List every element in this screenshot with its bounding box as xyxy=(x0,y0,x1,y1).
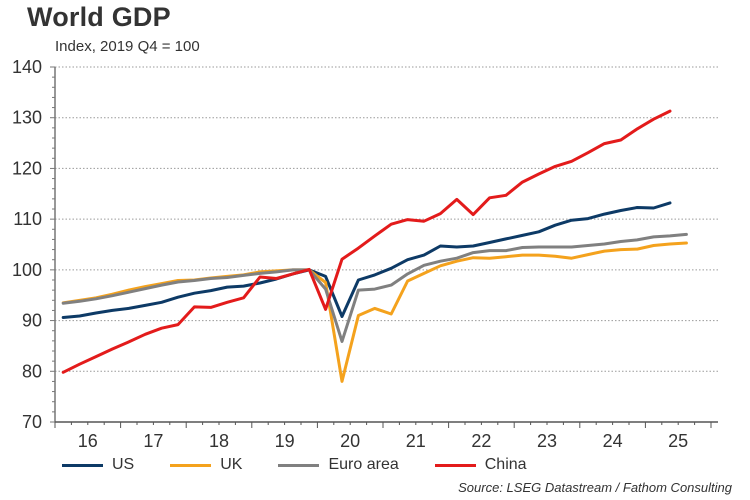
legend: US UK Euro area China xyxy=(62,456,555,474)
legend-label-uk: UK xyxy=(220,456,243,473)
x-tick-label-18: 18 xyxy=(209,431,229,451)
legend-swatch-china xyxy=(434,463,476,467)
series-line-us xyxy=(61,201,672,319)
gridlines xyxy=(55,66,718,372)
legend-swatch-us xyxy=(62,463,103,467)
x-tick-labels: 16 17 18 19 20 21 22 23 24 25 xyxy=(78,431,688,451)
legend-item-us: US xyxy=(62,456,134,474)
x-tick-label-23: 23 xyxy=(537,431,557,451)
legend-item-euro-area: Euro area xyxy=(278,456,399,474)
x-tick-label-24: 24 xyxy=(603,431,623,451)
legend-label-china: China xyxy=(484,456,527,473)
y-tick-label-140: 140 xyxy=(12,57,42,77)
source-note: Source: LSEG Datastream / Fathom Consult… xyxy=(458,480,732,495)
x-tick-label-25: 25 xyxy=(668,431,688,451)
x-tick-label-19: 19 xyxy=(275,431,295,451)
series-line-uk xyxy=(61,241,688,383)
y-tick-label-110: 110 xyxy=(13,209,42,229)
y-tick-label-70: 70 xyxy=(22,412,42,432)
legend-swatch-euro-area xyxy=(278,463,320,467)
chart-subtitle: Index, 2019 Q4 = 100 xyxy=(55,38,200,55)
x-tick-label-20: 20 xyxy=(340,431,360,451)
axes xyxy=(50,66,718,428)
y-tick-labels: 70 80 90 100 110 120 130 140 xyxy=(12,57,42,432)
legend-label-euro-area: Euro area xyxy=(328,456,399,473)
y-tick-label-130: 130 xyxy=(12,108,42,128)
series-line-euro-area xyxy=(61,232,688,343)
x-tick-label-17: 17 xyxy=(143,431,163,451)
x-tick-label-21: 21 xyxy=(406,431,426,451)
legend-swatch-uk xyxy=(170,463,212,467)
chart-title: World GDP xyxy=(27,2,171,32)
y-tick-label-90: 90 xyxy=(22,311,42,331)
y-tick-label-80: 80 xyxy=(22,361,42,381)
y-tick-label-100: 100 xyxy=(12,260,42,280)
series-line-china xyxy=(61,109,672,374)
series-lines xyxy=(61,109,688,383)
legend-item-uk: UK xyxy=(170,456,242,474)
y-tick-label-120: 120 xyxy=(12,158,42,178)
legend-item-china: China xyxy=(434,456,527,474)
x-tick-label-16: 16 xyxy=(78,431,98,451)
x-tick-label-22: 22 xyxy=(471,431,491,451)
legend-label-us: US xyxy=(112,456,135,473)
